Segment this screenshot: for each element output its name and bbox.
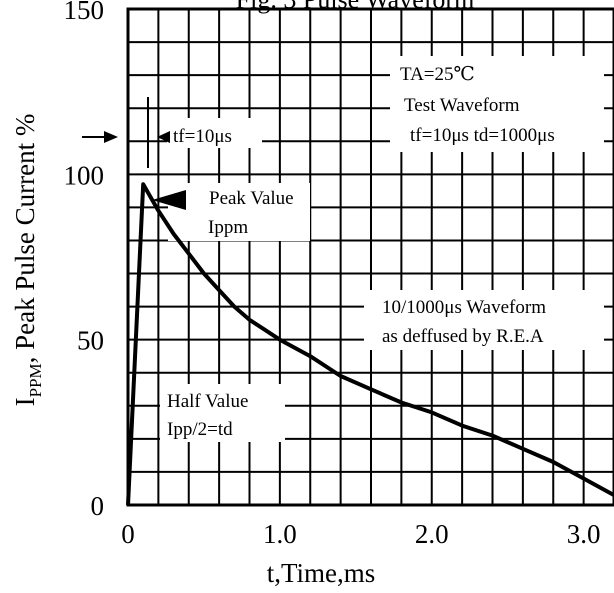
x-tick-label: 1.0	[263, 519, 297, 549]
tf-arrow-left	[104, 131, 118, 143]
tf-label: tf=10μs	[173, 126, 232, 147]
y-tick-label: 150	[64, 0, 105, 25]
y-axis-label-rest: , Peak Pulse Current %	[10, 114, 40, 364]
pulse-curve	[126, 182, 614, 506]
plot-frame	[126, 7, 614, 507]
peak-value-label: Peak Value	[209, 188, 294, 209]
y-tick-labels: 0 50 100 150	[64, 0, 105, 521]
x-tick-label: 0	[121, 519, 135, 549]
y-tick-label: 0	[91, 491, 105, 521]
test-params-label: tf=10μs td=1000μs	[410, 125, 555, 146]
peak-arrow	[152, 190, 186, 210]
x-tick-label: 3.0	[567, 519, 601, 549]
y-axis-label: IPPM, Peak Pulse Current %	[10, 114, 45, 407]
tf-arrow-right	[157, 131, 170, 143]
test-waveform-label: Test Waveform	[404, 95, 520, 116]
waveform-label: 10/1000μs Waveform	[382, 297, 546, 318]
ipp-td-label: Ipp/2=td	[167, 419, 233, 440]
x-tick-label: 2.0	[415, 519, 449, 549]
y-tick-label: 50	[77, 326, 104, 356]
rea-label: as deffused by R.E.A	[382, 326, 544, 347]
ta-label: TA=25℃	[400, 64, 475, 85]
y-axis-label-sub: PPM	[26, 363, 45, 397]
y-axis-label-main: I	[10, 397, 40, 406]
half-value-label: Half Value	[167, 391, 248, 412]
chart-title: Fig. 3 Pulse Waveform	[236, 0, 475, 14]
x-tick-labels: 0 1.0 2.0 3.0	[121, 519, 600, 549]
ippm-label: Ippm	[208, 217, 248, 238]
annotation-backgrounds	[160, 56, 604, 442]
y-tick-label: 100	[64, 160, 105, 190]
x-axis-label: t,Time,ms	[267, 558, 376, 588]
